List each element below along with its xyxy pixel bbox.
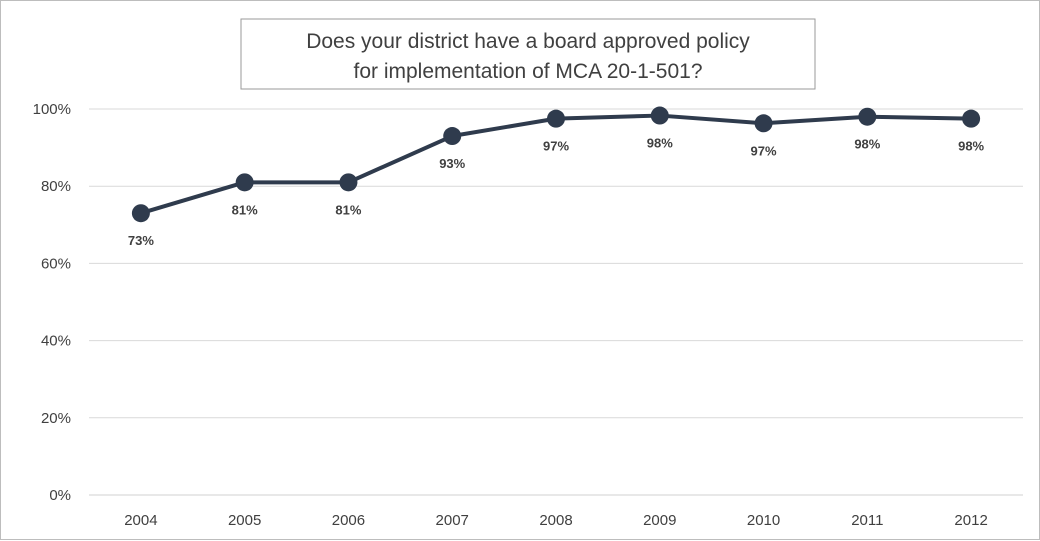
x-tick-label: 2004 <box>124 512 157 529</box>
y-tick-label: 80% <box>41 178 71 195</box>
data-label-2010: 97% <box>751 143 777 158</box>
chart-title: Does your district have a board approved… <box>240 18 816 90</box>
data-point-2005 <box>235 173 254 192</box>
y-tick-label: 100% <box>33 101 71 118</box>
x-axis: 2004 2005 2006 2007 2008 2009 2010 2011 2012 <box>124 512 988 529</box>
gridlines <box>89 108 1023 496</box>
y-tick-label: 40% <box>41 333 71 350</box>
data-point-2007 <box>443 127 462 146</box>
x-tick-label: 2012 <box>954 512 987 529</box>
x-tick-label: 2008 <box>539 512 572 529</box>
chart-title-line-2: for implementation of MCA 20-1-501? <box>353 60 702 83</box>
data-label-2011: 98% <box>854 137 880 152</box>
y-tick-label: 60% <box>41 255 71 272</box>
x-tick-label: 2009 <box>643 512 676 529</box>
data-label-2005: 81% <box>232 202 258 217</box>
data-point-2012 <box>962 109 981 128</box>
data-label-2008: 97% <box>543 139 569 154</box>
data-label-2004: 73% <box>128 233 154 248</box>
x-tick-label: 2006 <box>332 512 365 529</box>
y-tick-label: 20% <box>41 410 71 427</box>
chart-title-line-1: Does your district have a board approved… <box>306 30 750 53</box>
data-label-2007: 93% <box>439 156 465 171</box>
data-point-2010 <box>754 114 773 133</box>
y-tick-label: 0% <box>49 487 71 504</box>
data-point-2011 <box>858 107 877 126</box>
x-tick-label: 2011 <box>851 512 883 529</box>
x-tick-label: 2005 <box>228 512 261 529</box>
x-tick-label: 2010 <box>747 512 780 529</box>
data-point-2009 <box>650 106 669 125</box>
data-labels: 73% 81% 81% 93% 97% 98% 97% 98% 98% <box>128 136 985 249</box>
y-axis: 0% 20% 40% 60% 80% 100% <box>33 101 71 504</box>
data-point-2006 <box>339 173 358 192</box>
data-label-2012: 98% <box>958 139 984 154</box>
data-point-2004 <box>131 204 150 223</box>
data-label-2009: 98% <box>647 136 673 151</box>
data-series <box>131 106 981 223</box>
chart-title-box <box>240 18 816 90</box>
data-point-2008 <box>547 109 565 128</box>
series-line <box>138 113 974 216</box>
x-tick-label: 2007 <box>436 512 469 529</box>
data-label-2006: 81% <box>335 202 361 217</box>
